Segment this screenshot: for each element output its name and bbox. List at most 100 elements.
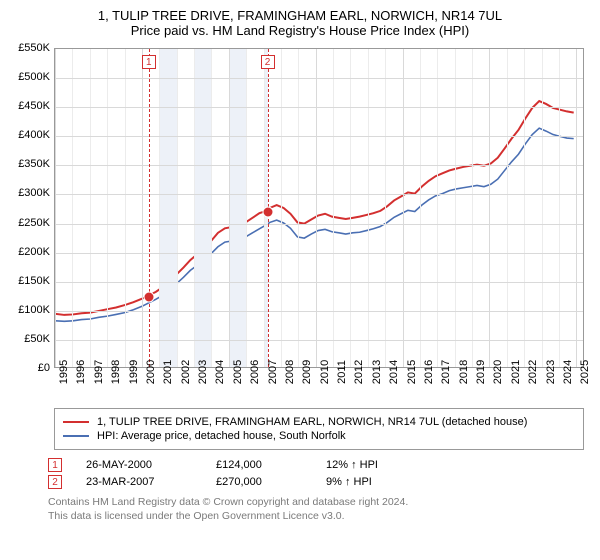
grid-vertical <box>420 49 421 367</box>
sale-band <box>229 49 246 367</box>
grid-vertical <box>333 49 334 367</box>
legend-swatch <box>63 435 89 437</box>
x-axis-label: 2014 <box>388 360 400 384</box>
sale-price: £124,000 <box>216 459 326 471</box>
chart-title: 1, TULIP TREE DRIVE, FRAMINGHAM EARL, NO… <box>8 8 592 23</box>
y-axis-label: £0 <box>8 362 50 374</box>
grid-vertical <box>489 49 490 367</box>
grid-vertical <box>125 49 126 367</box>
x-axis-label: 2001 <box>162 360 174 384</box>
x-axis-label: 2008 <box>284 360 296 384</box>
legend-row: HPI: Average price, detached house, Sout… <box>63 430 575 442</box>
x-axis-label: 2015 <box>406 360 418 384</box>
y-axis-label: £550K <box>8 42 50 54</box>
sale-date: 26-MAY-2000 <box>86 459 216 471</box>
grid-vertical <box>159 49 160 367</box>
sale-number-badge: 1 <box>48 458 62 472</box>
grid-vertical <box>403 49 404 367</box>
sales-row: 1 26-MAY-2000£124,00012% ↑ HPI <box>48 458 592 472</box>
sale-marker-dot <box>263 207 272 216</box>
grid-horizontal <box>55 78 583 79</box>
x-axis-label: 2011 <box>336 360 348 384</box>
grid-horizontal <box>55 253 583 254</box>
sale-date: 23-MAR-2007 <box>86 476 216 488</box>
sale-band <box>194 49 211 367</box>
grid-vertical <box>542 49 543 367</box>
x-axis-label: 1995 <box>58 360 70 384</box>
grid-vertical <box>437 49 438 367</box>
grid-vertical <box>211 49 212 367</box>
x-axis-label: 2010 <box>319 360 331 384</box>
grid-vertical <box>177 49 178 367</box>
grid-vertical <box>576 49 577 367</box>
footer-line-2: This data is licensed under the Open Gov… <box>48 509 592 523</box>
grid-vertical <box>229 49 230 367</box>
grid-horizontal <box>55 224 583 225</box>
grid-vertical <box>316 49 317 367</box>
y-axis-label: £350K <box>8 158 50 170</box>
grid-vertical <box>455 49 456 367</box>
x-axis-label: 2019 <box>475 360 487 384</box>
x-axis-label: 2004 <box>214 360 226 384</box>
grid-vertical <box>72 49 73 367</box>
grid-vertical <box>507 49 508 367</box>
y-axis-label: £100K <box>8 304 50 316</box>
chart-subtitle: Price paid vs. HM Land Registry's House … <box>8 23 592 38</box>
grid-vertical <box>350 49 351 367</box>
y-axis-label: £150K <box>8 275 50 287</box>
x-axis-label: 2002 <box>180 360 192 384</box>
x-axis-label: 2023 <box>545 360 557 384</box>
y-axis-label: £250K <box>8 217 50 229</box>
x-axis-label: 2013 <box>371 360 383 384</box>
sale-price: £270,000 <box>216 476 326 488</box>
legend-row: 1, TULIP TREE DRIVE, FRAMINGHAM EARL, NO… <box>63 416 575 428</box>
x-axis-label: 2000 <box>145 360 157 384</box>
footer-line-1: Contains HM Land Registry data © Crown c… <box>48 495 592 509</box>
x-axis-label: 2021 <box>510 360 522 384</box>
x-axis-label: 2009 <box>301 360 313 384</box>
footer-attribution: Contains HM Land Registry data © Crown c… <box>48 495 592 523</box>
x-axis-label: 2022 <box>527 360 539 384</box>
sale-number-badge: 2 <box>48 475 62 489</box>
legend-label: HPI: Average price, detached house, Sout… <box>97 430 346 442</box>
y-axis-label: £500K <box>8 71 50 83</box>
x-axis-label: 1998 <box>110 360 122 384</box>
grid-vertical <box>472 49 473 367</box>
grid-vertical <box>281 49 282 367</box>
x-axis-label: 2025 <box>579 360 591 384</box>
x-axis-label: 2018 <box>458 360 470 384</box>
sale-marker-line <box>149 49 150 367</box>
legend-label: 1, TULIP TREE DRIVE, FRAMINGHAM EARL, NO… <box>97 416 527 428</box>
grid-vertical <box>55 49 56 367</box>
legend-swatch <box>63 421 89 423</box>
x-axis-label: 2007 <box>267 360 279 384</box>
y-axis-label: £450K <box>8 100 50 112</box>
grid-vertical <box>90 49 91 367</box>
x-axis-label: 2016 <box>423 360 435 384</box>
legend: 1, TULIP TREE DRIVE, FRAMINGHAM EARL, NO… <box>54 408 584 450</box>
grid-vertical <box>385 49 386 367</box>
sales-table: 1 26-MAY-2000£124,00012% ↑ HPI 2 23-MAR-200… <box>48 458 592 489</box>
grid-vertical <box>524 49 525 367</box>
grid-vertical <box>142 49 143 367</box>
grid-vertical <box>194 49 195 367</box>
sale-hpi-delta: 12% ↑ HPI <box>326 459 426 471</box>
sale-marker-dot <box>144 292 153 301</box>
x-axis-label: 2012 <box>353 360 365 384</box>
x-axis-label: 2006 <box>249 360 261 384</box>
sale-band <box>159 49 176 367</box>
x-axis-label: 2024 <box>562 360 574 384</box>
y-axis-label: £50K <box>8 333 50 345</box>
x-axis-label: 1997 <box>93 360 105 384</box>
chart-area: 12 1995199619971998199920002001200220032… <box>8 44 592 404</box>
sales-row: 223-MAR-2007£270,0009% ↑ HPI <box>48 475 592 489</box>
y-axis-label: £200K <box>8 246 50 258</box>
sale-marker-badge: 2 <box>261 55 275 69</box>
grid-horizontal <box>55 107 583 108</box>
grid-horizontal <box>55 311 583 312</box>
grid-vertical <box>298 49 299 367</box>
grid-horizontal <box>55 136 583 137</box>
grid-vertical <box>246 49 247 367</box>
grid-horizontal <box>55 194 583 195</box>
sale-marker-badge: 1 <box>142 55 156 69</box>
